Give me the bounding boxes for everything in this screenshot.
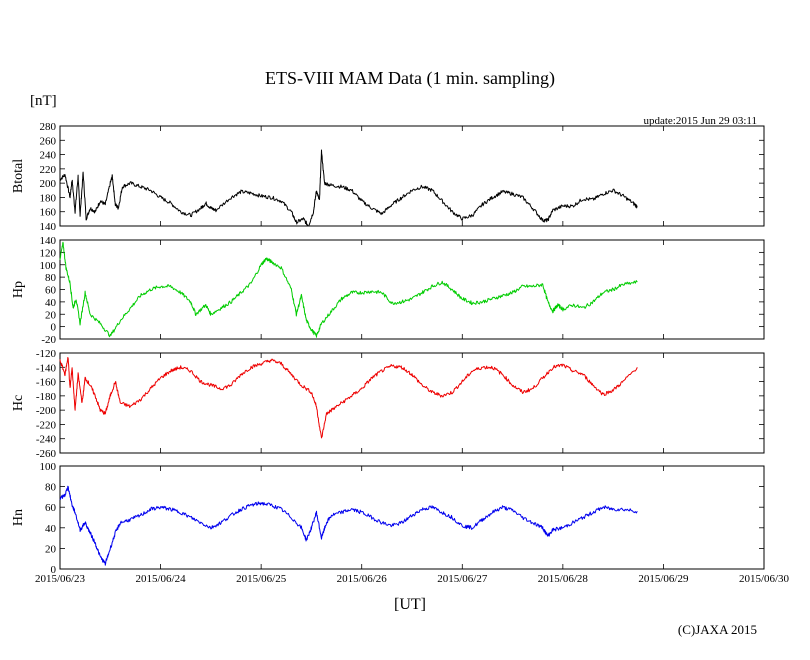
- x-tick-label: 2015/06/28: [538, 573, 589, 585]
- y-tick-label: 160: [40, 207, 57, 219]
- y-tick-label: 20: [45, 543, 57, 555]
- x-tick-label: 2015/06/30: [739, 573, 790, 585]
- panel-label-hp: Hp: [11, 281, 26, 298]
- y-tick-label: -120: [36, 348, 57, 360]
- y-tick-label: 40: [45, 523, 57, 535]
- x-tick-label: 2015/06/27: [437, 573, 488, 585]
- panel-frame: [59, 352, 765, 454]
- panel-label-btotal: Btotal: [11, 159, 26, 193]
- panel-label-hc: Hc: [11, 395, 26, 411]
- x-axis-ticks: 2015/06/23 2015/06/24 2015/06/25 2015/06/26…: [35, 573, 790, 585]
- series-line-hn: [59, 485, 638, 566]
- y-tick-label: 280: [40, 121, 57, 133]
- y-tick-label: -240: [36, 434, 57, 446]
- y-tick-label: 20: [45, 309, 57, 321]
- y-unit-label: [nT]: [30, 93, 57, 109]
- y-tick-label: 260: [40, 135, 57, 147]
- panels-group: 280260240220200180160140Btotal1401201008…: [11, 121, 765, 576]
- y-tick-label: 240: [40, 150, 57, 162]
- panel-frame: [59, 465, 765, 570]
- y-tick-label: -260: [36, 448, 57, 460]
- panel-frame: [59, 125, 765, 227]
- y-tick-label: -220: [36, 419, 57, 431]
- y-tick-label: 80: [45, 272, 57, 284]
- y-tick-label: 60: [45, 285, 57, 297]
- y-tick-label: 0: [51, 564, 57, 576]
- x-tick-label: 2015/06/29: [638, 573, 689, 585]
- panel-label-hn: Hn: [11, 509, 26, 526]
- x-tick-label: 2015/06/23: [35, 573, 86, 585]
- x-tick-label: 2015/06/25: [236, 573, 287, 585]
- series-line-btotal: [59, 149, 638, 227]
- series-line-hp: [59, 241, 638, 338]
- y-tick-label: 140: [40, 221, 57, 233]
- y-tick-label: 80: [45, 482, 57, 494]
- panel-hc: -120 -140 -160 -180 -200 -220 -240 -260 Hc: [11, 348, 765, 460]
- y-tick-label: 220: [40, 164, 57, 176]
- y-tick-label: 100: [40, 260, 57, 272]
- panel-frame: [59, 239, 765, 340]
- y-tick-label: -200: [36, 405, 57, 417]
- copyright-text: (C)JAXA 2015: [678, 622, 757, 637]
- y-tick-label: 40: [45, 297, 57, 309]
- y-tick-label: 0: [51, 322, 57, 334]
- panel-btotal: 280 260 240 220 200 180 160 140 Btotal: [11, 121, 765, 233]
- x-tick-label: 2015/06/24: [136, 573, 187, 585]
- y-tick-label: 140: [40, 235, 57, 247]
- y-tick-label: 100: [40, 461, 57, 473]
- y-tick-label: -160: [36, 377, 57, 389]
- y-tick-label: 200: [40, 178, 57, 190]
- x-tick-label: 2015/06/26: [337, 573, 388, 585]
- series-line-hc: [59, 357, 638, 439]
- y-tick-label: -140: [36, 362, 57, 374]
- x-axis-label: [UT]: [394, 596, 426, 613]
- y-tick-label: -20: [41, 334, 56, 346]
- y-tick-label: 60: [45, 502, 57, 514]
- y-tick-label: 120: [40, 247, 57, 259]
- y-tick-label: -180: [36, 391, 57, 403]
- panel-hn: 100 80 60 40 20 0 Hn: [11, 461, 765, 576]
- y-tick-label: 180: [40, 192, 57, 204]
- update-timestamp: update:2015 Jun 29 03:11: [643, 115, 757, 127]
- chart-title: ETS-VIII MAM Data (1 min. sampling): [265, 68, 555, 89]
